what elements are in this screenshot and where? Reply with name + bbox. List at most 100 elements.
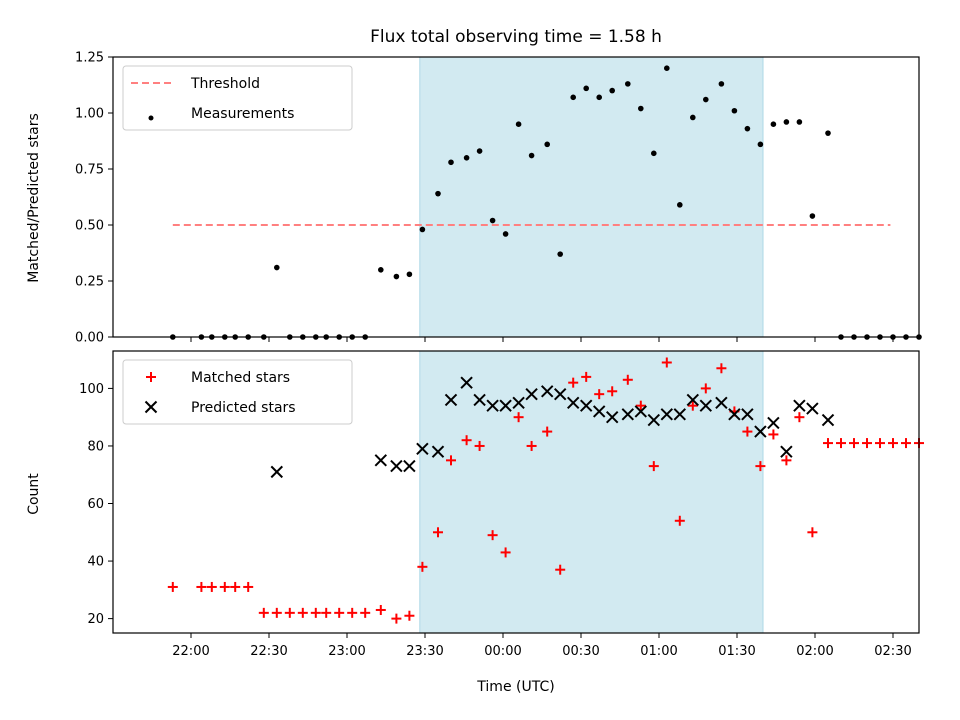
measurement-point bbox=[609, 87, 615, 94]
matched-star-point bbox=[321, 607, 332, 618]
matched-star-point bbox=[461, 435, 472, 446]
measurement-point bbox=[463, 155, 470, 161]
matched-star-point bbox=[674, 515, 685, 526]
predicted-star-point bbox=[699, 399, 713, 412]
predicted-star-stroke bbox=[390, 459, 403, 473]
matched-star-point bbox=[849, 438, 859, 449]
legend-box bbox=[122, 65, 353, 131]
predicted-star-stroke bbox=[540, 385, 554, 398]
observing-span bbox=[419, 56, 764, 338]
predicted-star-stroke bbox=[699, 399, 713, 412]
matched-star-point bbox=[807, 527, 818, 538]
legend: Threshold Measurements bbox=[122, 65, 353, 131]
measurement-point bbox=[406, 271, 413, 278]
matched-star-point bbox=[716, 363, 727, 374]
predicted-star-stroke bbox=[793, 399, 806, 412]
predicted-star-point bbox=[686, 393, 700, 407]
axes-frame bbox=[112, 350, 920, 634]
legend-label: Predicted stars bbox=[191, 400, 296, 416]
predicted-star-stroke bbox=[660, 408, 674, 421]
legend-label: Matched stars bbox=[191, 370, 290, 386]
y-tick-label: 80 bbox=[87, 439, 104, 454]
x-tick-label: 00:30 bbox=[562, 644, 599, 659]
matched-star-point bbox=[433, 527, 443, 538]
predicted-star-stroke bbox=[806, 402, 819, 415]
predicted-star-point bbox=[579, 399, 593, 412]
y-tick-label: 100 bbox=[79, 382, 104, 397]
matched-star-point bbox=[417, 561, 428, 572]
matched-star-point bbox=[243, 581, 254, 592]
predicted-star-stroke bbox=[460, 376, 473, 389]
matched-star-point bbox=[500, 547, 511, 558]
matched-star-point bbox=[768, 429, 779, 440]
x-axis-label: Time (UTC) bbox=[476, 679, 554, 695]
predicted-star-point bbox=[793, 399, 806, 412]
measurement-point bbox=[638, 105, 644, 112]
measurement-point bbox=[419, 226, 426, 233]
measurement-point bbox=[718, 81, 725, 87]
predicted-star-stroke bbox=[621, 408, 635, 421]
predicted-star-point bbox=[605, 410, 619, 424]
predicted-star-point bbox=[553, 387, 567, 401]
measurement-point bbox=[651, 150, 657, 157]
measurement-point bbox=[502, 231, 509, 237]
measurement-point bbox=[515, 121, 522, 127]
legend-matched-swatch bbox=[146, 372, 156, 382]
predicted-star-point bbox=[444, 393, 458, 407]
measurement-point bbox=[583, 85, 589, 92]
predicted-star-stroke bbox=[647, 413, 661, 427]
matched-star-point bbox=[755, 461, 766, 472]
predicted-star-point bbox=[647, 413, 661, 427]
predicted-star-point bbox=[673, 408, 687, 421]
matched-star-point bbox=[781, 455, 792, 466]
y-tick-label: 60 bbox=[87, 497, 104, 512]
matched-star-point bbox=[284, 607, 295, 618]
predicted-star-stroke bbox=[767, 416, 780, 430]
predicted-star-point bbox=[486, 399, 499, 412]
matched-star-point bbox=[836, 438, 846, 449]
matched-star-point bbox=[258, 607, 269, 618]
predicted-star-stroke bbox=[444, 393, 458, 407]
measurement-point bbox=[809, 213, 816, 219]
bottom-plot-area: 20 40 60 80 100 22:00 22:30 23:00 23:30 00:00 00:3… bbox=[79, 350, 924, 659]
measurement-point bbox=[757, 141, 764, 148]
matched-star-point bbox=[594, 389, 605, 400]
matched-star-point bbox=[687, 400, 698, 411]
chart-title: Flux total observing time = 1.58 h bbox=[370, 27, 662, 47]
predicted-star-stroke bbox=[728, 408, 741, 421]
matched-star-point bbox=[661, 357, 672, 368]
predicted-star-stroke bbox=[741, 408, 754, 421]
top-y-axis-label: Matched/Predicted stars bbox=[26, 113, 42, 283]
matched-star-point bbox=[607, 386, 618, 397]
matched-star-point bbox=[230, 581, 241, 592]
predicted-star-point bbox=[806, 402, 819, 415]
measurement-point bbox=[744, 125, 751, 132]
predicted-star-point bbox=[754, 425, 767, 438]
predicted-star-point bbox=[715, 396, 728, 410]
matched-star-point bbox=[271, 607, 282, 618]
predicted-star-point bbox=[499, 399, 512, 412]
y-tick-label: 0.75 bbox=[75, 163, 104, 178]
predicted-star-stroke bbox=[673, 408, 687, 421]
predicted-star-stroke bbox=[270, 465, 284, 479]
measurement-point bbox=[378, 267, 384, 273]
matched-star-point bbox=[446, 455, 456, 466]
measurement-point bbox=[570, 94, 576, 101]
predicted-star-stroke bbox=[715, 396, 728, 410]
y-tick-label: 0.50 bbox=[75, 219, 104, 234]
matched-star-point bbox=[513, 412, 524, 423]
matched-star-point bbox=[888, 438, 898, 449]
measurement-point bbox=[528, 152, 535, 159]
predicted-star-stroke bbox=[486, 399, 499, 412]
matched-star-point bbox=[334, 607, 345, 618]
predicted-star-stroke bbox=[579, 399, 593, 412]
matched-star-point bbox=[219, 581, 230, 592]
predicted-star-point bbox=[270, 465, 284, 479]
matched-star-point bbox=[542, 426, 553, 437]
measurement-point bbox=[596, 94, 602, 101]
matched-star-point bbox=[206, 581, 217, 592]
measurement-point bbox=[664, 65, 670, 71]
x-tick-label: 23:00 bbox=[328, 644, 365, 659]
predicted-star-stroke bbox=[686, 393, 700, 407]
predicted-star-point bbox=[403, 459, 416, 473]
